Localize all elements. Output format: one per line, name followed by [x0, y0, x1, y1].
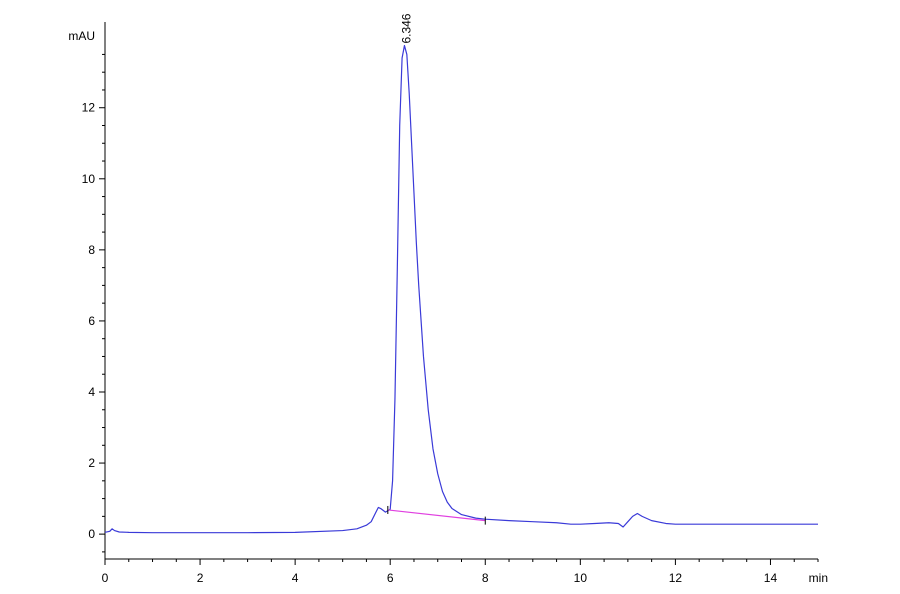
y-tick-label: 10 [82, 172, 96, 186]
y-tick-label: 12 [82, 101, 96, 115]
x-tick-label: 10 [574, 571, 588, 585]
y-tick-label: 2 [88, 456, 95, 470]
x-tick-label: 12 [669, 571, 683, 585]
y-tick-label: 4 [88, 385, 95, 399]
chromatogram-trace [104, 44, 818, 534]
ticks-layer: 0 2 4 6 8 10 12 0 2 4 6 8 10 12 14 [82, 53, 819, 585]
series-layer [104, 44, 818, 534]
peak-retention-label: 6.346 [400, 13, 414, 43]
x-tick-label: 0 [102, 571, 109, 585]
x-tick-label: 6 [387, 571, 394, 585]
y-tick-label: 8 [88, 243, 95, 257]
x-axis-unit-label: min [809, 571, 828, 585]
y-tick-label: 0 [88, 527, 95, 541]
axes-layer [104, 22, 818, 560]
x-tick-label: 14 [764, 571, 778, 585]
x-tick-label: 4 [292, 571, 299, 585]
x-tick-label: 2 [197, 571, 204, 585]
integration-baseline [387, 509, 486, 522]
annotation-layer: 6.346 [400, 13, 414, 43]
y-axis-unit-label: mAU [68, 29, 95, 43]
x-tick-label: 8 [482, 571, 489, 585]
y-tick-label: 6 [88, 314, 95, 328]
